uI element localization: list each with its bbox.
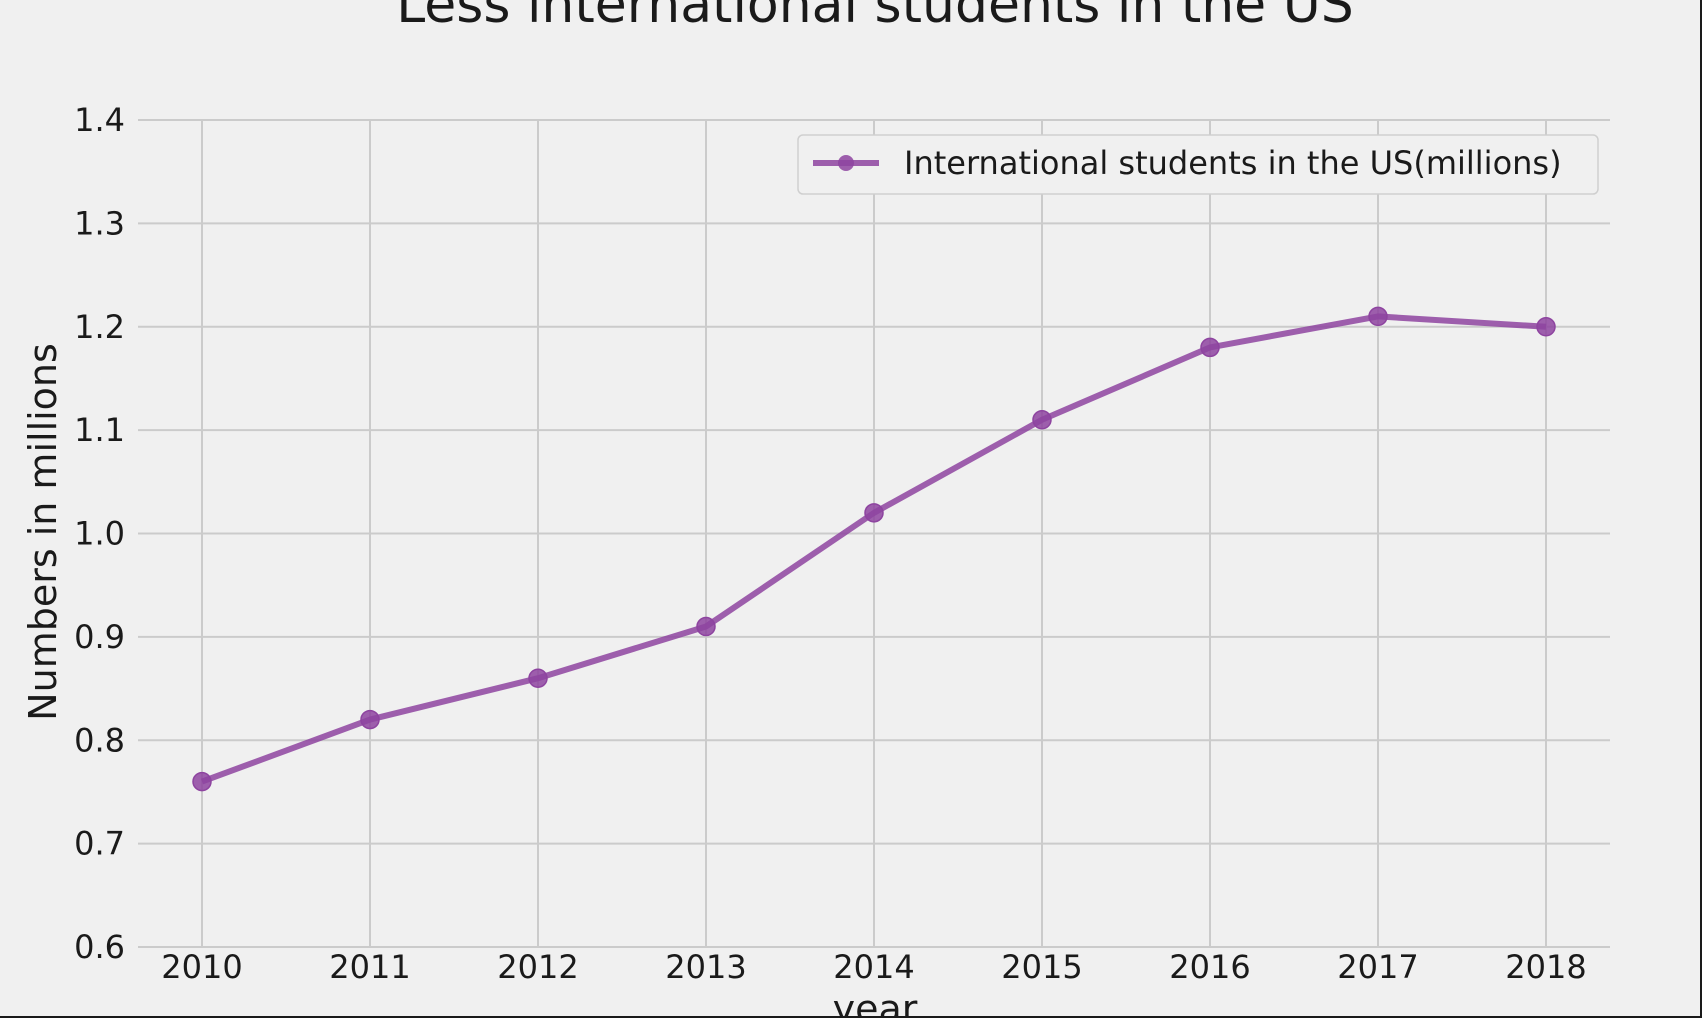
right-border xyxy=(1700,0,1702,1018)
x-tick-label: 2012 xyxy=(497,948,578,986)
grid-lines xyxy=(138,119,1610,948)
legend-marker-swatch xyxy=(838,155,854,171)
data-point xyxy=(1368,306,1388,327)
data-point xyxy=(360,709,380,730)
data-point xyxy=(1032,410,1052,430)
legend-box xyxy=(797,134,1599,195)
x-tick-label: 2010 xyxy=(161,948,242,986)
y-tick-label: 1.2 xyxy=(74,308,125,346)
x-tick-label: 2014 xyxy=(833,948,914,986)
y-tick-label: 1.1 xyxy=(74,411,125,449)
data-point xyxy=(696,616,716,637)
y-tick-label: 0.8 xyxy=(74,721,125,759)
data-point xyxy=(1536,317,1556,337)
y-tick-label: 1.4 xyxy=(74,101,125,139)
x-tick-label: 2016 xyxy=(1169,948,1250,986)
x-tick-label: 2018 xyxy=(1505,948,1586,986)
x-axis-label: year xyxy=(833,987,918,1018)
data-point xyxy=(864,503,884,523)
y-tick-label: 0.6 xyxy=(74,928,125,966)
data-point xyxy=(192,771,212,792)
y-tick-label: 0.7 xyxy=(74,825,125,863)
x-tick-label: 2011 xyxy=(329,948,410,986)
x-tick-label: 2017 xyxy=(1337,948,1418,986)
x-tick-label: 2015 xyxy=(1001,948,1082,986)
legend: International students in the US(million… xyxy=(797,134,1599,195)
y-axis-label: Numbers in millions xyxy=(21,343,65,721)
y-tick-label: 1.0 xyxy=(74,515,125,553)
x-tick-label: 2013 xyxy=(665,948,746,986)
y-tick-label: 0.9 xyxy=(74,618,125,656)
x-tick-labels: 2010 2011 2012 2013 2014 2015 2016 2017 2018 xyxy=(161,948,1586,986)
y-tick-labels: 0.6 0.7 0.8 0.9 1.0 1.1 1.2 1.3 1.4 xyxy=(74,101,125,966)
bottom-border xyxy=(0,1016,1702,1018)
data-point xyxy=(1200,337,1220,358)
data-point xyxy=(528,668,548,688)
series-group xyxy=(192,306,1556,792)
y-tick-label: 1.3 xyxy=(74,204,125,242)
chart-title: Less international students in the US xyxy=(396,0,1354,35)
legend-label: International students in the US(million… xyxy=(904,144,1562,182)
